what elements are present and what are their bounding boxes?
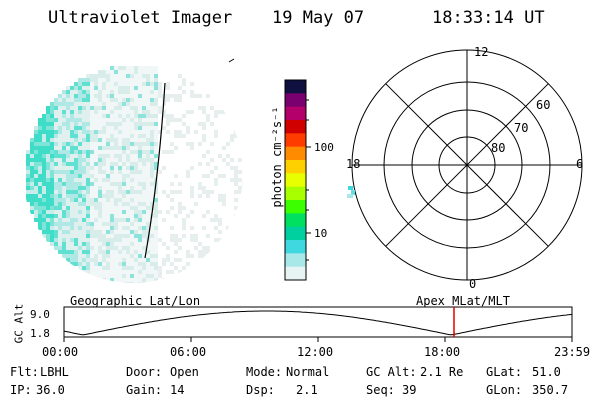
glat-label: GLat: bbox=[486, 365, 523, 379]
mlt-label-left: 18 bbox=[346, 157, 361, 171]
gc-alt-label: GC Alt: bbox=[366, 365, 417, 379]
timeline-y-tick-min: 1.8 bbox=[30, 327, 50, 340]
gain-value: 14 bbox=[170, 383, 185, 397]
disk-tick-mark bbox=[228, 58, 235, 63]
terminator-line bbox=[144, 82, 166, 259]
seq-label: Seq: bbox=[366, 383, 395, 397]
glon-value: 350.7 bbox=[532, 383, 569, 397]
lat-label-60: 60 bbox=[536, 98, 551, 112]
flt-value: LBHL bbox=[40, 365, 69, 379]
timeline-x-tick-0600: 06:00 bbox=[170, 345, 207, 359]
ip-label: IP: bbox=[10, 383, 32, 397]
timeline-y-tick-max: 9.0 bbox=[30, 308, 50, 321]
timeline-x-tick-1800: 18:00 bbox=[424, 345, 461, 359]
dsp-label: Dsp: bbox=[246, 383, 275, 397]
flt-label: Flt: bbox=[10, 365, 39, 379]
timeline-x-tick-1200: 12:00 bbox=[297, 345, 334, 359]
glat-value: 51.0 bbox=[532, 365, 561, 379]
geographic-coords-label: Geographic Lat/Lon bbox=[70, 294, 201, 308]
colorbar-label: photon cm⁻²s⁻¹ bbox=[270, 106, 284, 208]
apex-coords-label: Apex MLat/MLT bbox=[416, 294, 510, 308]
polar-mlat-mlt-grid bbox=[347, 49, 583, 281]
mode-label: Mode: bbox=[246, 365, 283, 379]
mlt-label-bottom: 0 bbox=[469, 277, 477, 291]
orbit-altitude-plot bbox=[63, 306, 573, 342]
instrument-title: Ultraviolet Imager bbox=[48, 8, 233, 28]
colorbar bbox=[284, 79, 311, 281]
polar-aurora-blob bbox=[347, 186, 355, 198]
colorbar-tick-10: 10 bbox=[314, 227, 328, 240]
mlt-label-top: 12 bbox=[474, 45, 489, 59]
lat-label-80: 80 bbox=[491, 141, 506, 155]
glon-label: GLon: bbox=[486, 383, 523, 397]
door-label: Door: bbox=[126, 365, 163, 379]
uv-earth-disk-image bbox=[26, 58, 243, 283]
mode-value: Normal bbox=[286, 365, 330, 379]
colorbar-tick-100: 100 bbox=[314, 141, 334, 154]
seq-value: 39 bbox=[402, 383, 417, 397]
header-time: 18:33:14 UT bbox=[432, 8, 545, 28]
gain-label: Gain: bbox=[126, 383, 163, 397]
dsp-value: 2.1 bbox=[296, 383, 318, 397]
timeline-x-tick-2359: 23:59 bbox=[554, 345, 591, 359]
lat-label-70: 70 bbox=[514, 121, 529, 135]
gc-alt-value: 2.1 Re bbox=[420, 365, 464, 379]
timeline-x-tick-0000: 00:00 bbox=[42, 345, 79, 359]
door-value: Open bbox=[170, 365, 199, 379]
header-date: 19 May 07 bbox=[272, 8, 365, 28]
timeline-y-axis-title: GC Alt bbox=[12, 303, 26, 344]
ip-value: 36.0 bbox=[36, 383, 65, 397]
mlt-label-right: 6 bbox=[576, 157, 584, 171]
